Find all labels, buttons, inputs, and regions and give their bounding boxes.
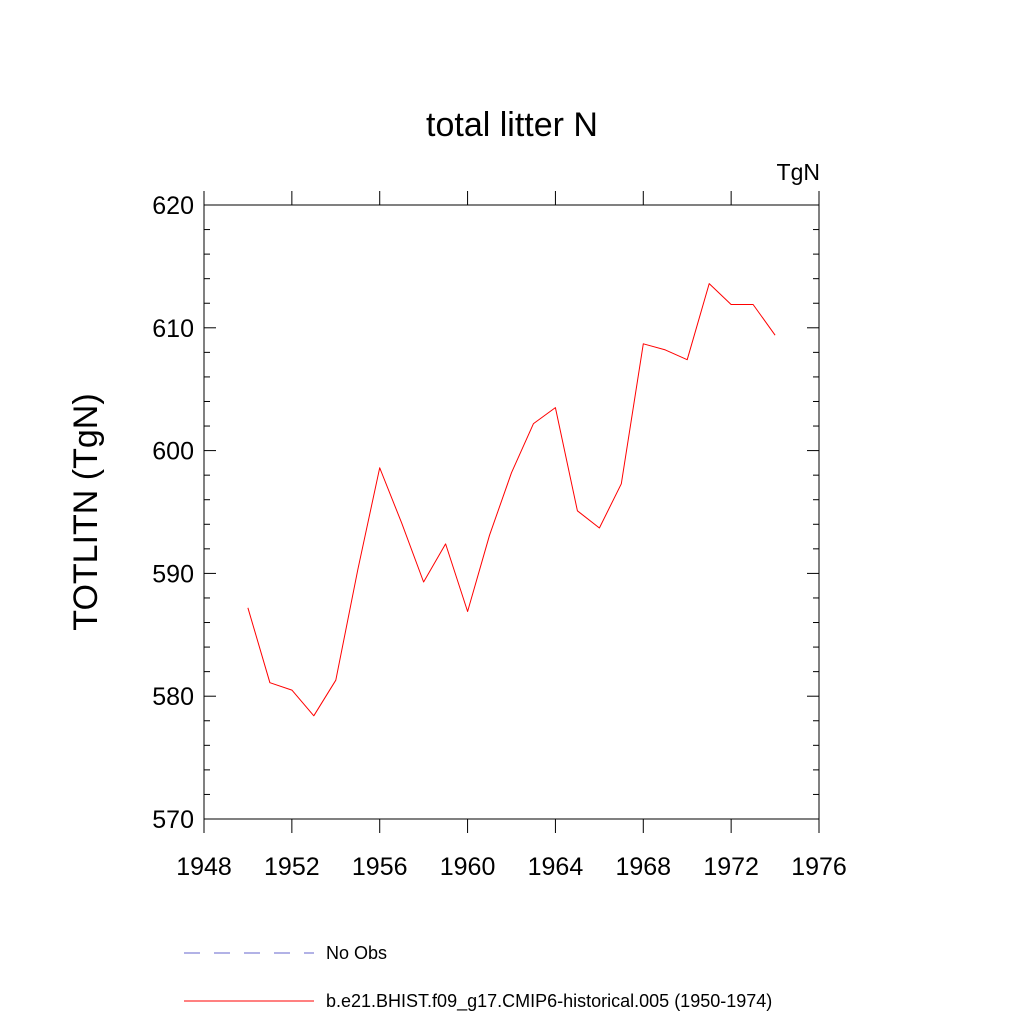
y-tick-label: 600 [152,438,194,466]
legend-label-model: b.e21.BHIST.f09_g17.CMIP6-historical.005… [326,991,772,1012]
x-tick-label: 1952 [264,853,320,881]
y-tick-label: 580 [152,683,194,711]
series-layer [247,283,776,717]
major-ticks [203,191,820,833]
y-axis-label: TOTLITN (TgN) [67,393,105,630]
y-tick-label: 610 [152,315,194,343]
x-tick-labels: 1948 1952 1956 1960 1964 1968 1972 1976 [176,853,847,881]
legend: No Obs b.e21.BHIST.f09_g17.CMIP6-histori… [184,943,772,1012]
plot-frame [203,204,820,820]
y-tick-labels: 570 580 590 600 610 620 [152,192,194,834]
chart-title: total litter N [426,106,598,144]
x-tick-label: 1976 [791,853,847,881]
x-tick-label: 1956 [352,853,408,881]
y-tick-label: 570 [152,806,194,834]
legend-label-no-obs: No Obs [326,943,387,963]
units-label: TgN [777,159,820,185]
x-tick-label: 1964 [528,853,584,881]
x-tick-label: 1968 [615,853,671,881]
y-tick-label: 620 [152,192,194,220]
x-tick-label: 1960 [440,853,496,881]
x-tick-label: 1972 [703,853,759,881]
x-tick-label: 1948 [176,853,232,881]
y-tick-label: 590 [152,560,194,588]
minor-ticks [204,229,819,795]
series-line [247,283,776,717]
